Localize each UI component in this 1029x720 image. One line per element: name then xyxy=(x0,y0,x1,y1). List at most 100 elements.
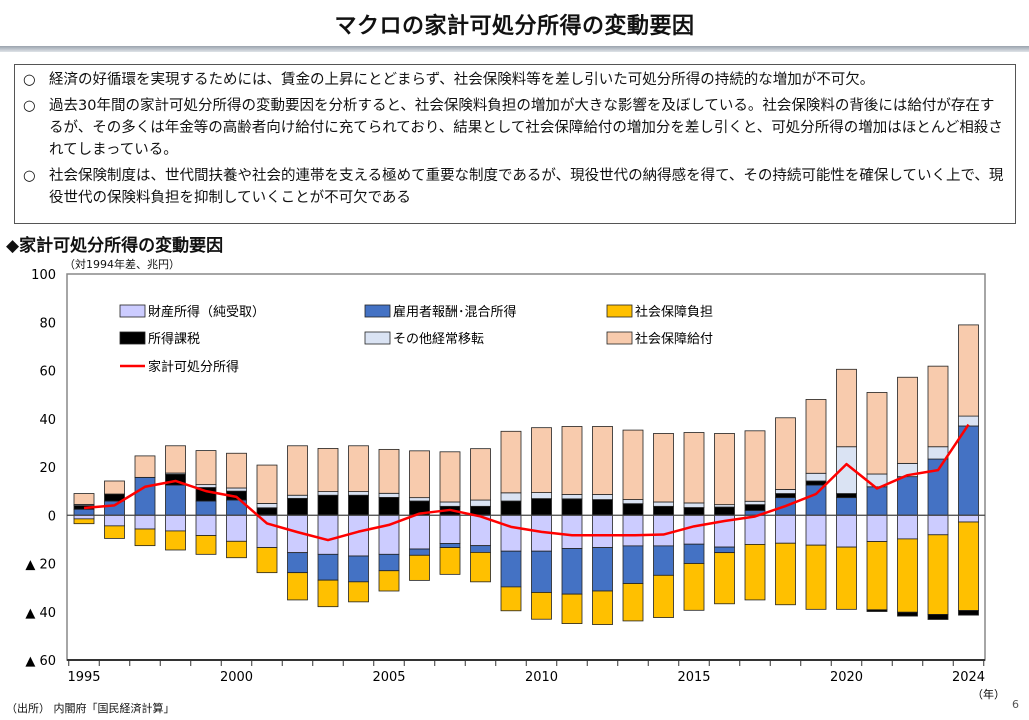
bar-segment xyxy=(348,581,369,603)
x-tick-label: 2024 xyxy=(952,670,985,685)
bar-segment xyxy=(775,497,796,516)
bar-segment xyxy=(744,430,766,502)
bar-segment xyxy=(73,514,95,520)
bar-segment xyxy=(927,534,949,615)
bar-segment xyxy=(897,462,918,478)
legend-label: 社会保障給付 xyxy=(635,331,713,347)
bar-segment xyxy=(805,472,827,482)
bar-segment xyxy=(531,427,552,493)
bar-segment xyxy=(927,365,949,448)
bar-segment xyxy=(744,544,766,601)
x-tick-label: 2000 xyxy=(220,670,253,685)
bar-segment xyxy=(500,430,522,494)
bar-segment xyxy=(439,547,461,575)
bar-segment xyxy=(317,494,339,516)
y-tick-label: ▲ 20 xyxy=(25,558,56,573)
bar-segment xyxy=(836,514,857,548)
bar-segment xyxy=(866,609,888,612)
bar-segment xyxy=(561,498,583,516)
bar-segment xyxy=(470,448,491,501)
x-tick-label: 1995 xyxy=(67,670,100,685)
bar-segment xyxy=(195,514,217,536)
legend-swatch xyxy=(119,304,146,318)
legend-label: 家計可処分所得 xyxy=(148,359,239,375)
bar-segment xyxy=(378,448,400,494)
bar-segment xyxy=(805,484,827,516)
bar-segment xyxy=(134,514,156,530)
bar-segment xyxy=(378,514,400,555)
bullet-circle-icon: ○ xyxy=(23,72,36,88)
bar-segment xyxy=(927,446,949,460)
bar-segment xyxy=(714,504,735,508)
bar-segment xyxy=(683,507,705,516)
bar-segment xyxy=(287,445,308,496)
bar-segment xyxy=(897,476,918,516)
bar-segment xyxy=(348,445,369,493)
bar-segment xyxy=(622,514,644,547)
bar-segment xyxy=(226,540,247,559)
bar-segment xyxy=(622,429,644,500)
bar-segment xyxy=(226,499,247,516)
bar-segment xyxy=(714,514,735,548)
bar-segment xyxy=(714,506,735,516)
legend-label: 財産所得（純受取） xyxy=(148,304,265,320)
legend-label: 所得課税 xyxy=(148,331,200,347)
bar-segment xyxy=(653,501,674,507)
bar-segment xyxy=(470,514,491,547)
bar-segment xyxy=(592,426,613,495)
bar-segment xyxy=(287,494,308,499)
x-tick-label: 2015 xyxy=(677,670,710,685)
bar-segment xyxy=(73,503,95,506)
y-tick-label: 0 xyxy=(48,509,56,524)
bar-segment xyxy=(775,489,796,494)
source-note: （出所） 内閣府「国民経済計算」 xyxy=(6,702,175,715)
bar-segment xyxy=(165,530,186,551)
bar-segment xyxy=(744,504,766,511)
summary-text: 過去30年間の家計可処分所得の変動要因を分析すると、社会保険料負担の増加が大きな… xyxy=(49,98,1003,158)
bar-segment xyxy=(897,376,918,464)
bar-segment xyxy=(714,546,735,554)
bar-segment xyxy=(561,426,583,495)
summary-text: 経済の好循環を実現するためには、賃金の上昇にとどまらず、社会保険料等を差し引いた… xyxy=(49,72,875,88)
bar-segment xyxy=(653,545,674,576)
bar-segment xyxy=(104,493,125,502)
bar-segment xyxy=(134,476,156,516)
legend-label: 雇用者報酬･混合所得 xyxy=(393,304,517,320)
legend-label: 社会保障負担 xyxy=(635,304,713,320)
bar-segment xyxy=(561,593,583,624)
bar-segment xyxy=(195,487,217,502)
y-tick-label: ▲ 40 xyxy=(25,606,56,621)
summary-point: ○ 経済の好循環を実現するためには、賃金の上昇にとどまらず、社会保険料等を差し引い… xyxy=(23,69,1007,91)
bar-segment xyxy=(287,514,308,554)
bar-segment xyxy=(775,417,796,490)
bar-segment xyxy=(592,547,613,592)
bar-segment xyxy=(531,550,552,593)
bullet-circle-icon: ○ xyxy=(23,98,36,114)
bar-segment xyxy=(683,543,705,564)
bar-segment xyxy=(653,433,674,503)
bar-segment xyxy=(165,514,186,532)
bar-segment xyxy=(317,553,339,581)
bar-segment xyxy=(866,514,888,542)
legend-swatch xyxy=(606,331,633,345)
bar-segment xyxy=(592,590,613,625)
bar-segment xyxy=(378,553,400,572)
bar-segment xyxy=(165,445,186,474)
bar-segment xyxy=(104,500,125,516)
bar-segment xyxy=(287,552,308,574)
bar-segment xyxy=(73,493,95,505)
bar-segment xyxy=(256,503,278,509)
bar-segment xyxy=(317,448,339,493)
bar-segment xyxy=(714,433,735,506)
bar-segment xyxy=(744,514,766,545)
bar-segment xyxy=(592,514,613,548)
bar-segment xyxy=(836,493,857,499)
bar-segment xyxy=(409,500,430,516)
bar-segment xyxy=(866,486,888,516)
bar-segment xyxy=(378,496,400,516)
bar-segment xyxy=(104,514,125,527)
bar-segment xyxy=(958,514,979,523)
bar-segment xyxy=(104,525,125,539)
bar-segment xyxy=(470,499,491,507)
bar-segment xyxy=(256,464,278,504)
